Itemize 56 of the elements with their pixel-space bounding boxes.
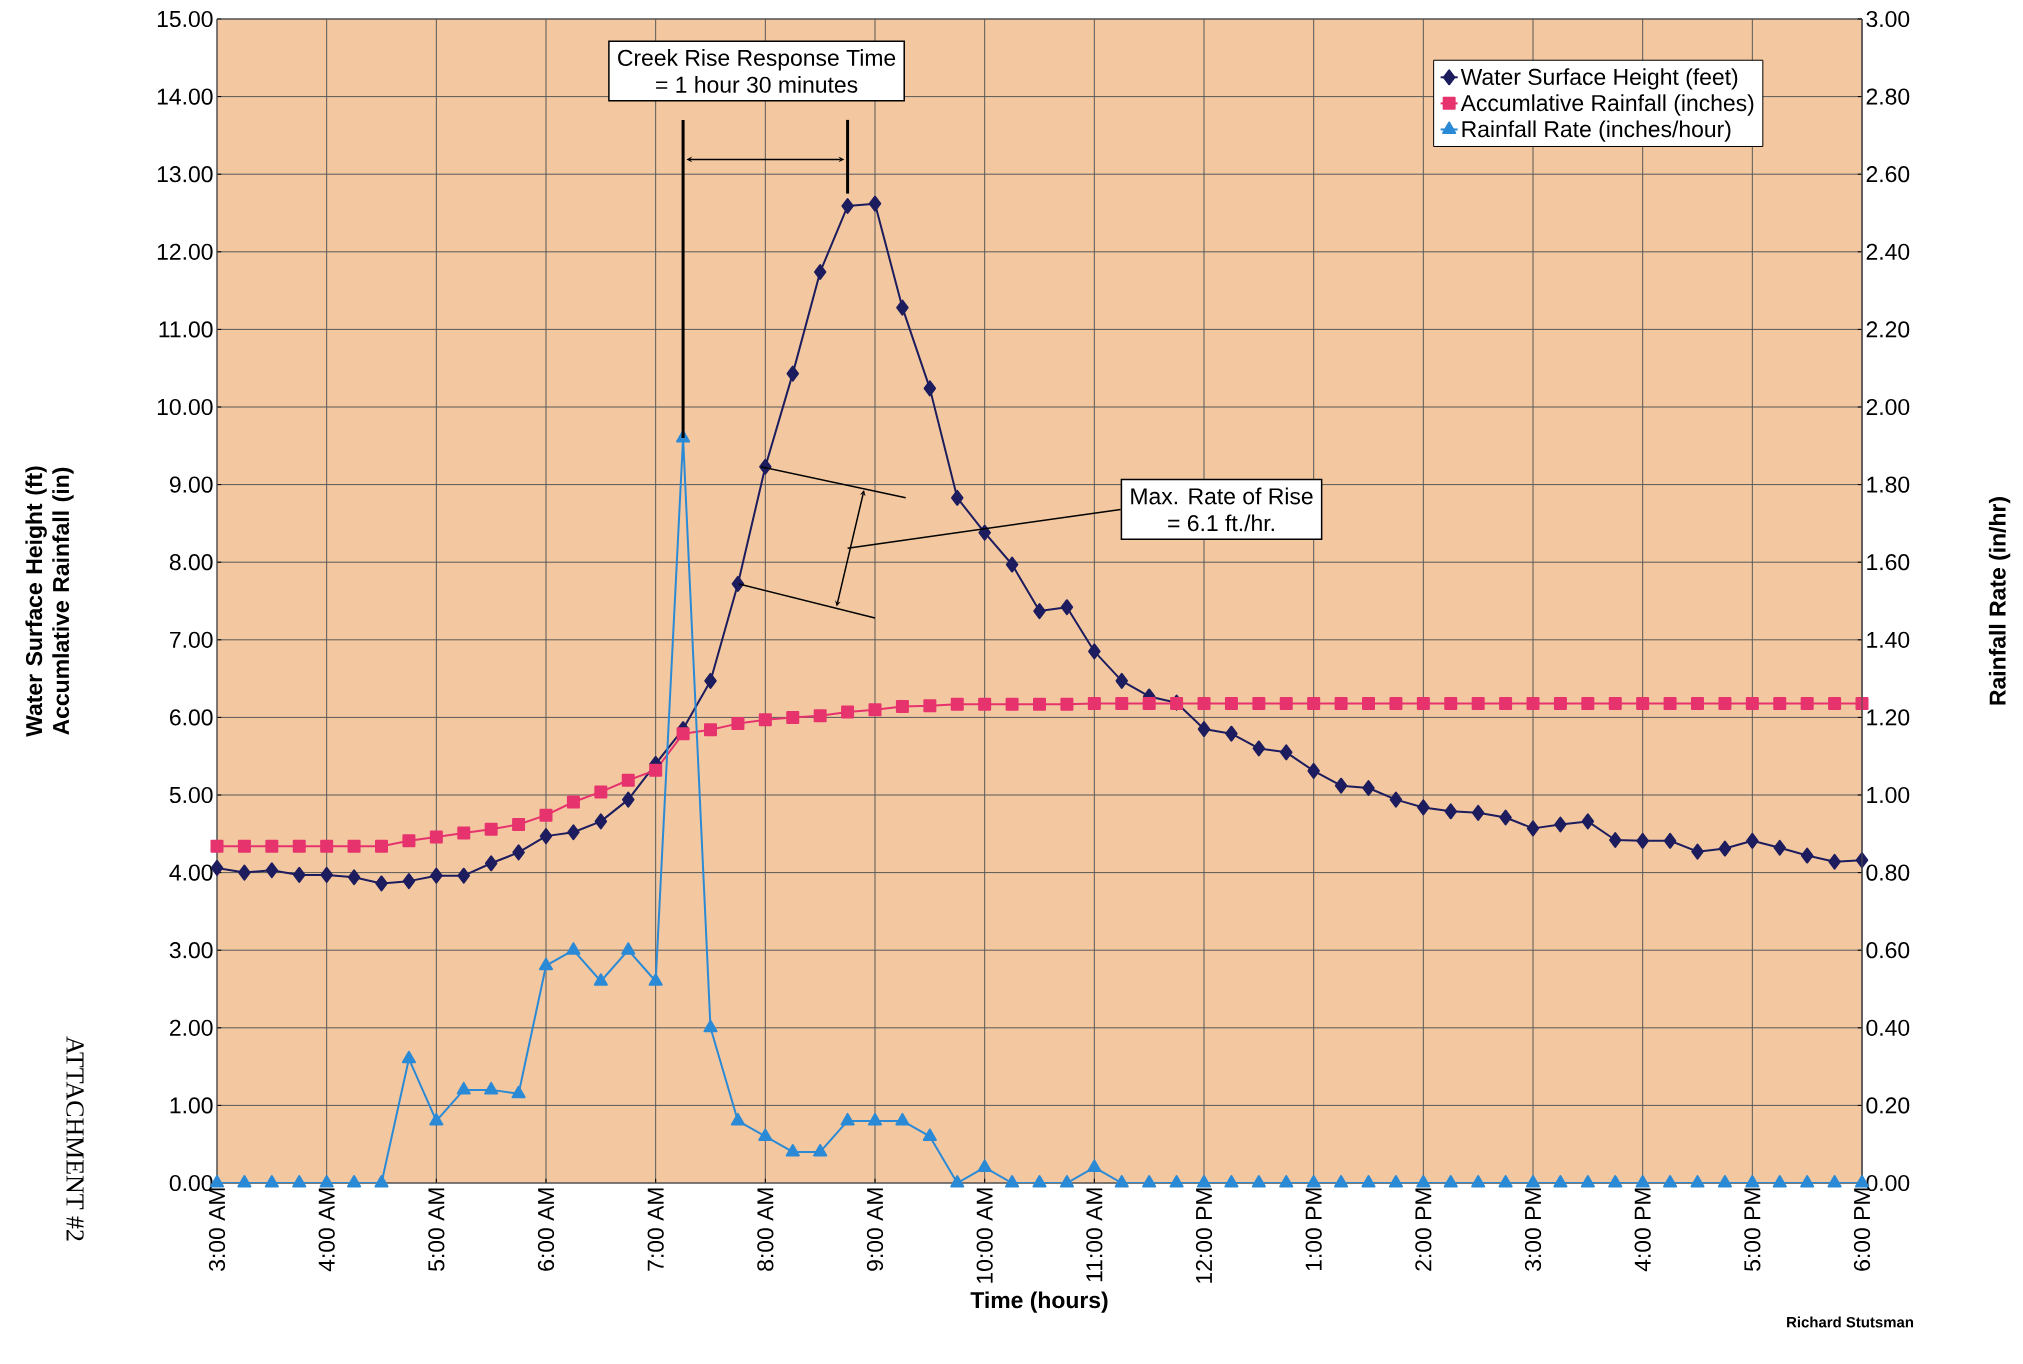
y-tick-label: 5.00 xyxy=(169,786,213,804)
x-tick-label: 6:00 AM xyxy=(537,1188,555,1271)
y-tick-label: 13.00 xyxy=(157,166,213,183)
x-tick-label: 12:00 PM xyxy=(1195,1188,1213,1283)
y-tick-label: 10.00 xyxy=(157,398,213,416)
y2-tick-label: 0.80 xyxy=(1866,864,1910,881)
y-axis-title: Water Surface Height (ft) Accumlative Rainfall (in) xyxy=(25,466,74,737)
y2-tick-label: 3.00 xyxy=(1866,10,1910,28)
y-tick-label: 3.00 xyxy=(169,942,213,959)
y2-tick-label: 0.40 xyxy=(1866,1019,1910,1036)
y2-tick-label: 2.00 xyxy=(1866,398,1910,416)
x-tick-label: 5:00 PM xyxy=(1744,1188,1761,1271)
legend-label: Water Surface Height (feet) xyxy=(1460,68,1738,90)
y2-axis-title: Rainfall Rate (in/hr) xyxy=(1988,497,2011,705)
y-tick-label: 6.00 xyxy=(170,709,213,726)
annotation: = 1 hour 30 minutes xyxy=(656,76,858,93)
x-axis-title: Time (hours) xyxy=(970,1291,1108,1313)
y-tick-label: 8.00 xyxy=(169,554,213,571)
y2-tick-label: 2.80 xyxy=(1866,88,1910,105)
y2-tick-label: 1.00 xyxy=(1867,786,1910,804)
annotation: Max. Rate of Rise xyxy=(1131,487,1313,505)
legend-label: Accumlative Rainfall (inches) xyxy=(1460,94,1754,116)
annotation: Creek Rise Response Time xyxy=(618,49,896,71)
x-tick-label: 9:00 AM xyxy=(866,1188,884,1271)
x-tick-label: 1:00 PM xyxy=(1305,1188,1322,1271)
y-tick-label: 12.00 xyxy=(157,243,213,260)
y-tick-label: 4.00 xyxy=(169,864,213,881)
x-tick-label: 11:00 AM xyxy=(1086,1188,1103,1282)
text: Richard Stutsman xyxy=(1787,1316,1914,1328)
y2-tick-label: 1.40 xyxy=(1867,631,1910,648)
y2-tick-label: 2.60 xyxy=(1866,166,1910,183)
x-tick-label: 10:00 AM xyxy=(976,1188,993,1283)
x-tick-label: 5:00 AM xyxy=(428,1188,445,1271)
x-tick-label: 7:00 AM xyxy=(647,1188,664,1271)
x-tick-label: 4:00 PM xyxy=(1634,1188,1651,1272)
y2-tick-label: 2.40 xyxy=(1866,243,1910,260)
y2-tick-label: 1.20 xyxy=(1867,709,1910,726)
legend-label: Rainfall Rate (inches/hour) xyxy=(1462,120,1731,142)
annotation: = 6.1 ft./hr. xyxy=(1168,514,1274,532)
x-tick-label: 2:00 PM xyxy=(1415,1188,1432,1271)
y2-tick-label: 0.20 xyxy=(1866,1097,1910,1114)
y-tick-label: 11.00 xyxy=(159,321,213,338)
y-tick-label: 9.00 xyxy=(169,476,213,493)
y2-tick-label: 2.20 xyxy=(1866,321,1910,338)
y2-tick-label: 1.80 xyxy=(1867,476,1910,493)
y-tick-label: 14.00 xyxy=(157,88,213,105)
y2-tick-label: 0.60 xyxy=(1866,942,1910,959)
x-tick-label: 3:00 PM xyxy=(1524,1188,1542,1271)
x-tick-label: 8:00 AM xyxy=(757,1188,774,1271)
x-tick-label: 4:00 AM xyxy=(318,1188,335,1272)
y2-tick-label: 1.60 xyxy=(1867,554,1910,571)
y-tick-label: 2.00 xyxy=(170,1019,213,1036)
y-tick-label: 7.00 xyxy=(170,631,213,648)
y-tick-label: 1.00 xyxy=(170,1097,213,1114)
text: ATTACHMENT #2 xyxy=(66,1036,84,1241)
y-tick-label: 15.00 xyxy=(157,10,213,28)
